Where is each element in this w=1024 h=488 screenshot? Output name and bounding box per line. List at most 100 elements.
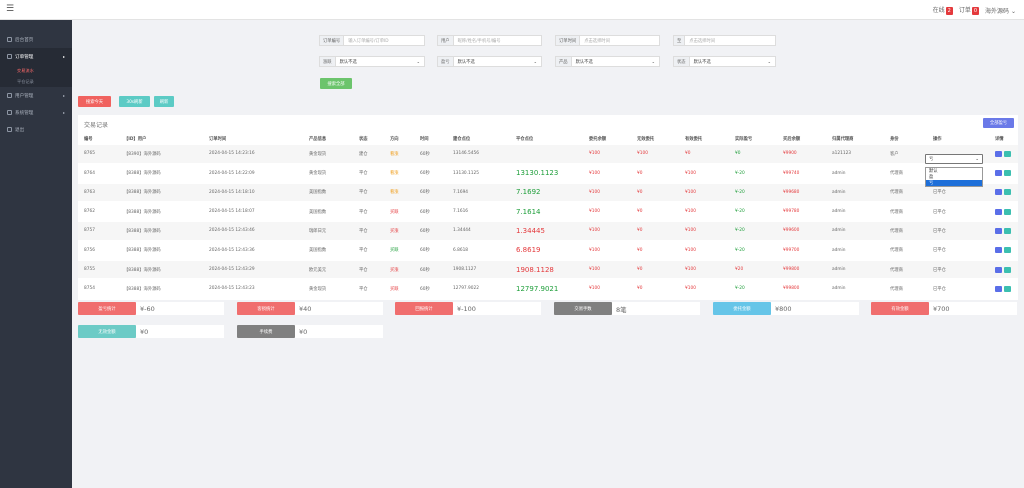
order-number-input[interactable]: 输入订单编号/订单ID: [348, 38, 389, 44]
detail-edit-icon[interactable]: [1004, 285, 1011, 292]
col-operation-cell: 已平仓: [933, 209, 946, 215]
header-col-product: 产品信息: [309, 136, 327, 142]
col-user-cell: 【8388】海外源码: [124, 190, 161, 196]
detail-view-icon[interactable]: [995, 189, 1002, 196]
sidebar-item-system[interactable]: 系统管理 ▸: [0, 104, 72, 121]
detail-view-icon[interactable]: [995, 227, 1002, 234]
hamburger-icon[interactable]: ☰: [6, 4, 15, 14]
profit-loss-select[interactable]: 亏 ⌄: [925, 154, 983, 164]
detail-edit-icon[interactable]: [1004, 170, 1011, 177]
refresh-button[interactable]: 刷新: [154, 96, 174, 107]
col-agent-cell: a121123: [832, 151, 852, 157]
detail-view-icon[interactable]: [995, 266, 1002, 273]
col-detail-cell: [995, 145, 1013, 163]
detail-view-icon[interactable]: [995, 150, 1002, 157]
sidebar: 后台首页 订单管理 ▸ 交易流水 平仓记录 用户管理 ▸ 系统管理 ▸ 退出: [0, 20, 72, 488]
col-open-cell: 7.1616: [453, 209, 469, 215]
sidebar-item-orders[interactable]: 订单管理 ▸: [0, 48, 72, 65]
col-detail-cell: [995, 280, 1013, 298]
dropdown-option-loss[interactable]: 亏: [926, 180, 982, 186]
sidebar-item-home[interactable]: 后台首页: [0, 31, 72, 48]
direction-filter: 涨跌 默认不选 ⌄: [319, 56, 425, 67]
detail-view-icon[interactable]: [995, 170, 1002, 177]
profit-select[interactable]: 默认不选 ⌄: [457, 59, 537, 65]
search-all-button[interactable]: 搜索全部: [320, 78, 352, 89]
user-icon: [7, 93, 12, 98]
sidebar-item-logout[interactable]: 退出: [0, 121, 72, 138]
start-time-input[interactable]: 点击选择时间: [584, 38, 610, 44]
refresh-30s-button[interactable]: 30s刷新: [119, 96, 150, 107]
col-user-cell: 【8388】海外源码: [124, 248, 161, 254]
user-input[interactable]: 昵称/姓名/手机号/编号: [457, 38, 501, 44]
fee-stat: 手续费 ¥0: [237, 325, 383, 338]
table-row: 8762 【8388】海外源码 2024-04-15 14:18:07 美国指数 平仓 买…: [78, 203, 1018, 221]
col-direction-cell: 买跌: [390, 286, 399, 292]
detail-edit-icon[interactable]: [1004, 247, 1011, 254]
col-balance-cell: ¥99800: [783, 286, 800, 292]
col-status-cell: 平仓: [359, 209, 368, 215]
main-content: 订单编号 输入订单编号/订单ID 用户 昵称/姓名/手机号/编号 订单时间 点击…: [72, 20, 1024, 488]
sidebar-sub-closed[interactable]: 平仓记录: [0, 76, 72, 87]
col-operation-cell: 已平仓: [933, 267, 946, 273]
col-balance-cell: ¥9900: [783, 151, 797, 157]
col-operation-cell: 已平仓: [933, 228, 946, 234]
profit-filter: 盈亏 默认不选 ⌄: [437, 56, 542, 67]
detail-edit-icon[interactable]: [1004, 208, 1011, 215]
col-direction-cell: 买跌: [390, 248, 399, 254]
col-user-cell: 【8388】海外源码: [124, 267, 161, 273]
col-close-cell: 1.34445: [516, 226, 545, 235]
header-col-user: 【ID】用户: [124, 136, 147, 142]
col-detail-cell: [995, 203, 1013, 221]
sidebar-item-users[interactable]: 用户管理 ▸: [0, 87, 72, 104]
header-col-open: 建仓点位: [453, 136, 471, 142]
detail-edit-icon[interactable]: [1004, 189, 1011, 196]
detail-view-icon[interactable]: [995, 208, 1002, 215]
col-open-cell: 13146.5456: [453, 151, 479, 157]
col-deposit-cell: ¥100: [589, 209, 600, 215]
stat-value: ¥0: [136, 325, 224, 338]
detail-view-icon[interactable]: [995, 247, 1002, 254]
order-indicator[interactable]: 订单 0: [958, 7, 980, 15]
col-invalid-cell: ¥0: [637, 286, 643, 292]
col-operation-cell: 已平仓: [933, 286, 946, 292]
stat-label: 客损统计: [237, 302, 295, 315]
col-id-cell: 8757: [84, 228, 95, 234]
col-detail-cell: [995, 261, 1013, 279]
col-balance-cell: ¥99740: [783, 170, 800, 176]
col-status-cell: 平仓: [359, 248, 368, 254]
order-icon: [7, 54, 12, 59]
detail-edit-icon[interactable]: [1004, 266, 1011, 273]
detail-view-icon[interactable]: [995, 285, 1002, 292]
profit-loss-stat: 盈亏统计 ¥-60: [78, 302, 224, 315]
direction-select[interactable]: 默认不选 ⌄: [339, 59, 420, 65]
col-detail-cell: [995, 242, 1013, 260]
detail-edit-icon[interactable]: [1004, 150, 1011, 157]
col-valid-cell: ¥100: [685, 228, 696, 234]
end-time-input[interactable]: 点击选择时间: [689, 38, 716, 44]
col-agent-cell: admin: [832, 189, 846, 195]
all-profit-button[interactable]: 全部盈亏: [983, 118, 1014, 128]
col-status-cell: 建仓: [359, 151, 368, 157]
stat-label: 有效金额: [871, 302, 929, 315]
sidebar-sub-trades[interactable]: 交易流水: [0, 65, 72, 76]
top-right-area: 在线 2 订单 0 海外源码 ⌄: [933, 5, 1016, 15]
online-indicator[interactable]: 在线 2: [932, 7, 953, 15]
user-filter: 用户 昵称/姓名/手机号/编号: [437, 35, 542, 46]
col-detail-cell: [995, 222, 1013, 240]
detail-edit-icon[interactable]: [1004, 227, 1011, 234]
col-role-cell: 代理商: [890, 171, 903, 177]
col-status-cell: 平仓: [359, 267, 368, 273]
dropdown-option-default[interactable]: 默认: [929, 169, 938, 174]
status-select[interactable]: 默认不选 ⌄: [693, 59, 771, 65]
col-close-cell: 13130.1123: [516, 169, 559, 178]
dropdown-option-profit[interactable]: 盈: [929, 175, 934, 180]
order-badge: 0: [971, 7, 980, 15]
valid-amount-stat: 有效金额 ¥700: [871, 302, 1017, 315]
col-open-cell: 1.34444: [453, 228, 471, 234]
table-row: 8763 【8388】海外源码 2024-04-15 14:18:10 美国指数 平仓 看…: [78, 183, 1018, 202]
search-today-button[interactable]: 搜索今天: [78, 96, 111, 107]
col-product-cell: 美国指数: [309, 248, 327, 254]
user-menu[interactable]: 海外源码 ⌄: [985, 7, 1016, 15]
chevron-down-icon: ⌄: [767, 59, 771, 64]
product-select[interactable]: 默认不选 ⌄: [575, 59, 655, 65]
